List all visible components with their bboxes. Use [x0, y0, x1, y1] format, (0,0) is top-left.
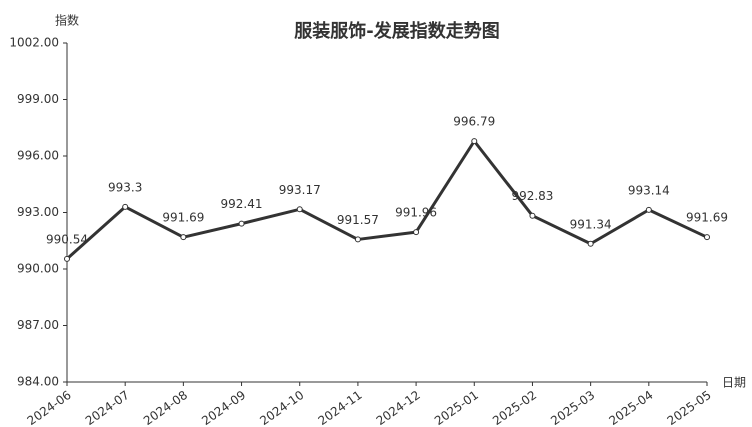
point: [122, 203, 129, 210]
y-tick-label: 987.00: [17, 318, 59, 332]
x-tick-label: 2025-05: [665, 388, 714, 427]
x-tick-label: 2024-11: [316, 388, 365, 427]
point: [471, 138, 478, 145]
y-axis-label: 指数: [55, 13, 79, 28]
value-label: 996.79: [453, 115, 495, 129]
point: [354, 236, 361, 243]
y-tick-label: 993.00: [17, 205, 59, 219]
x-tick-label: 2024-06: [25, 388, 74, 427]
point: [180, 234, 187, 241]
point: [587, 240, 594, 247]
point: [64, 255, 70, 262]
x-tick-label: 2024-08: [141, 388, 190, 427]
value-label: 993.14: [628, 183, 670, 197]
y-tick-label: 990.00: [17, 262, 59, 276]
x-tick-label: 2025-04: [606, 388, 655, 427]
x-tick-label: 2024-10: [257, 388, 306, 427]
y-tick-label: 984.00: [17, 375, 59, 389]
value-label: 993.17: [279, 183, 321, 197]
value-label: 992.83: [511, 189, 553, 203]
y-tick-label: 1002.00: [9, 36, 59, 50]
x-tick-label: 2025-02: [490, 388, 539, 427]
point: [238, 220, 245, 227]
y-tick-label: 999.00: [17, 92, 59, 106]
value-label: 992.41: [221, 197, 263, 211]
x-tick-label: 2025-01: [432, 388, 481, 427]
x-tick-label: 2024-12: [374, 388, 423, 427]
x-tick-label: 2024-07: [83, 388, 132, 427]
value-label: 991.57: [337, 213, 379, 227]
point: [529, 212, 536, 219]
value-label: 991.69: [162, 211, 204, 225]
chart-title: 服装服饰-发展指数走势图: [294, 20, 499, 42]
x-axis-label: 日期: [722, 376, 746, 390]
x-tick-label: 2025-03: [548, 388, 597, 427]
y-tick-label: 996.00: [17, 149, 59, 163]
value-label: 991.69: [686, 211, 728, 225]
value-label: 990.54: [46, 232, 88, 246]
value-label: 991.34: [570, 217, 612, 231]
point: [413, 229, 420, 236]
line: [66, 139, 708, 260]
value-label: 993.3: [108, 180, 142, 194]
point: [645, 206, 652, 213]
point: [296, 206, 303, 213]
point: [704, 234, 710, 241]
x-tick-label: 2024-09: [199, 388, 248, 427]
value-label: 991.96: [395, 206, 437, 220]
